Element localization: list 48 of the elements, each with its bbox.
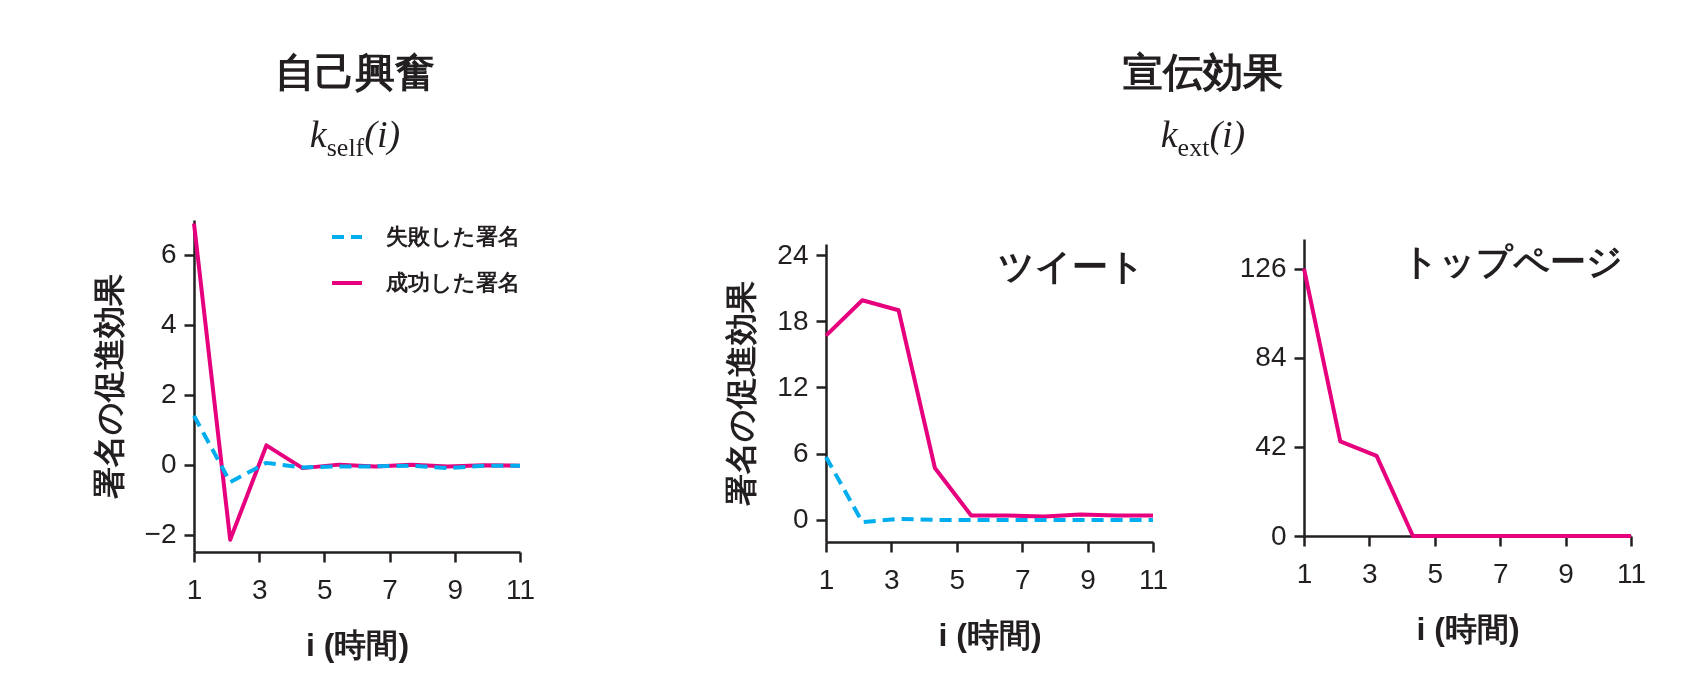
- annotation: ツイート: [998, 246, 1145, 287]
- y-tick-label: 18: [777, 304, 809, 336]
- line-series: [824, 455, 1155, 525]
- x-tick-label: 3: [1362, 557, 1378, 589]
- y-tick-label: −2: [144, 518, 177, 550]
- y-axis-title: 署名の促進効果: [90, 274, 127, 500]
- x-axis-title: i (時間): [305, 626, 410, 663]
- chart-title: 宣伝効果: [1122, 49, 1284, 96]
- line-series: [824, 298, 1155, 519]
- y-tick-label: 4: [160, 308, 177, 340]
- y-tick-label: 24: [777, 238, 809, 270]
- y-tick-label: 0: [160, 448, 177, 480]
- x-tick-label: 5: [1427, 557, 1444, 589]
- x-tick-label: 3: [251, 573, 268, 605]
- x-tick-label: 11: [1616, 557, 1647, 589]
- x-tick-label: 1: [818, 563, 835, 595]
- x-axis-title: i (時間): [938, 616, 1042, 653]
- x-tick-label: 7: [1492, 557, 1509, 589]
- x-tick-label: 1: [1296, 557, 1313, 589]
- x-axis-title: i (時間): [1416, 610, 1520, 647]
- y-tick-label: 42: [1255, 430, 1287, 462]
- x-tick-label: 7: [1014, 563, 1031, 595]
- y-tick-label: 0: [792, 503, 809, 535]
- x-tick-label: 1: [186, 573, 203, 605]
- legend-label: 成功した署名: [385, 270, 520, 295]
- x-tick-label: 9: [1558, 557, 1574, 589]
- chart-subtitle: k$_{self}$(i): [308, 112, 402, 164]
- chart-subtitle: k$_{ext}$(i): [1159, 112, 1247, 164]
- x-tick-label: 11: [1138, 563, 1169, 595]
- y-axis-title: 署名の促進効果: [723, 281, 760, 507]
- x-tick-label: 5: [949, 563, 966, 595]
- x-tick-label: 11: [505, 573, 536, 605]
- line-series: [192, 413, 522, 485]
- chart-title: 自己興奮: [274, 49, 436, 96]
- x-tick-label: 3: [884, 563, 900, 595]
- y-tick-label: 12: [777, 370, 809, 402]
- y-tick-label: 126: [1239, 252, 1287, 284]
- y-tick-label: 2: [160, 378, 177, 410]
- x-tick-label: 5: [317, 573, 333, 605]
- y-tick-label: 0: [1270, 519, 1287, 551]
- x-tick-label: 9: [447, 573, 464, 605]
- y-tick-label: 6: [160, 238, 177, 270]
- legend-label: 失敗した署名: [386, 224, 520, 249]
- x-tick-label: 7: [382, 573, 398, 605]
- y-tick-label: 84: [1255, 341, 1287, 373]
- y-tick-label: 6: [792, 437, 809, 469]
- annotation: トップページ: [1402, 241, 1623, 282]
- x-tick-label: 9: [1080, 563, 1096, 595]
